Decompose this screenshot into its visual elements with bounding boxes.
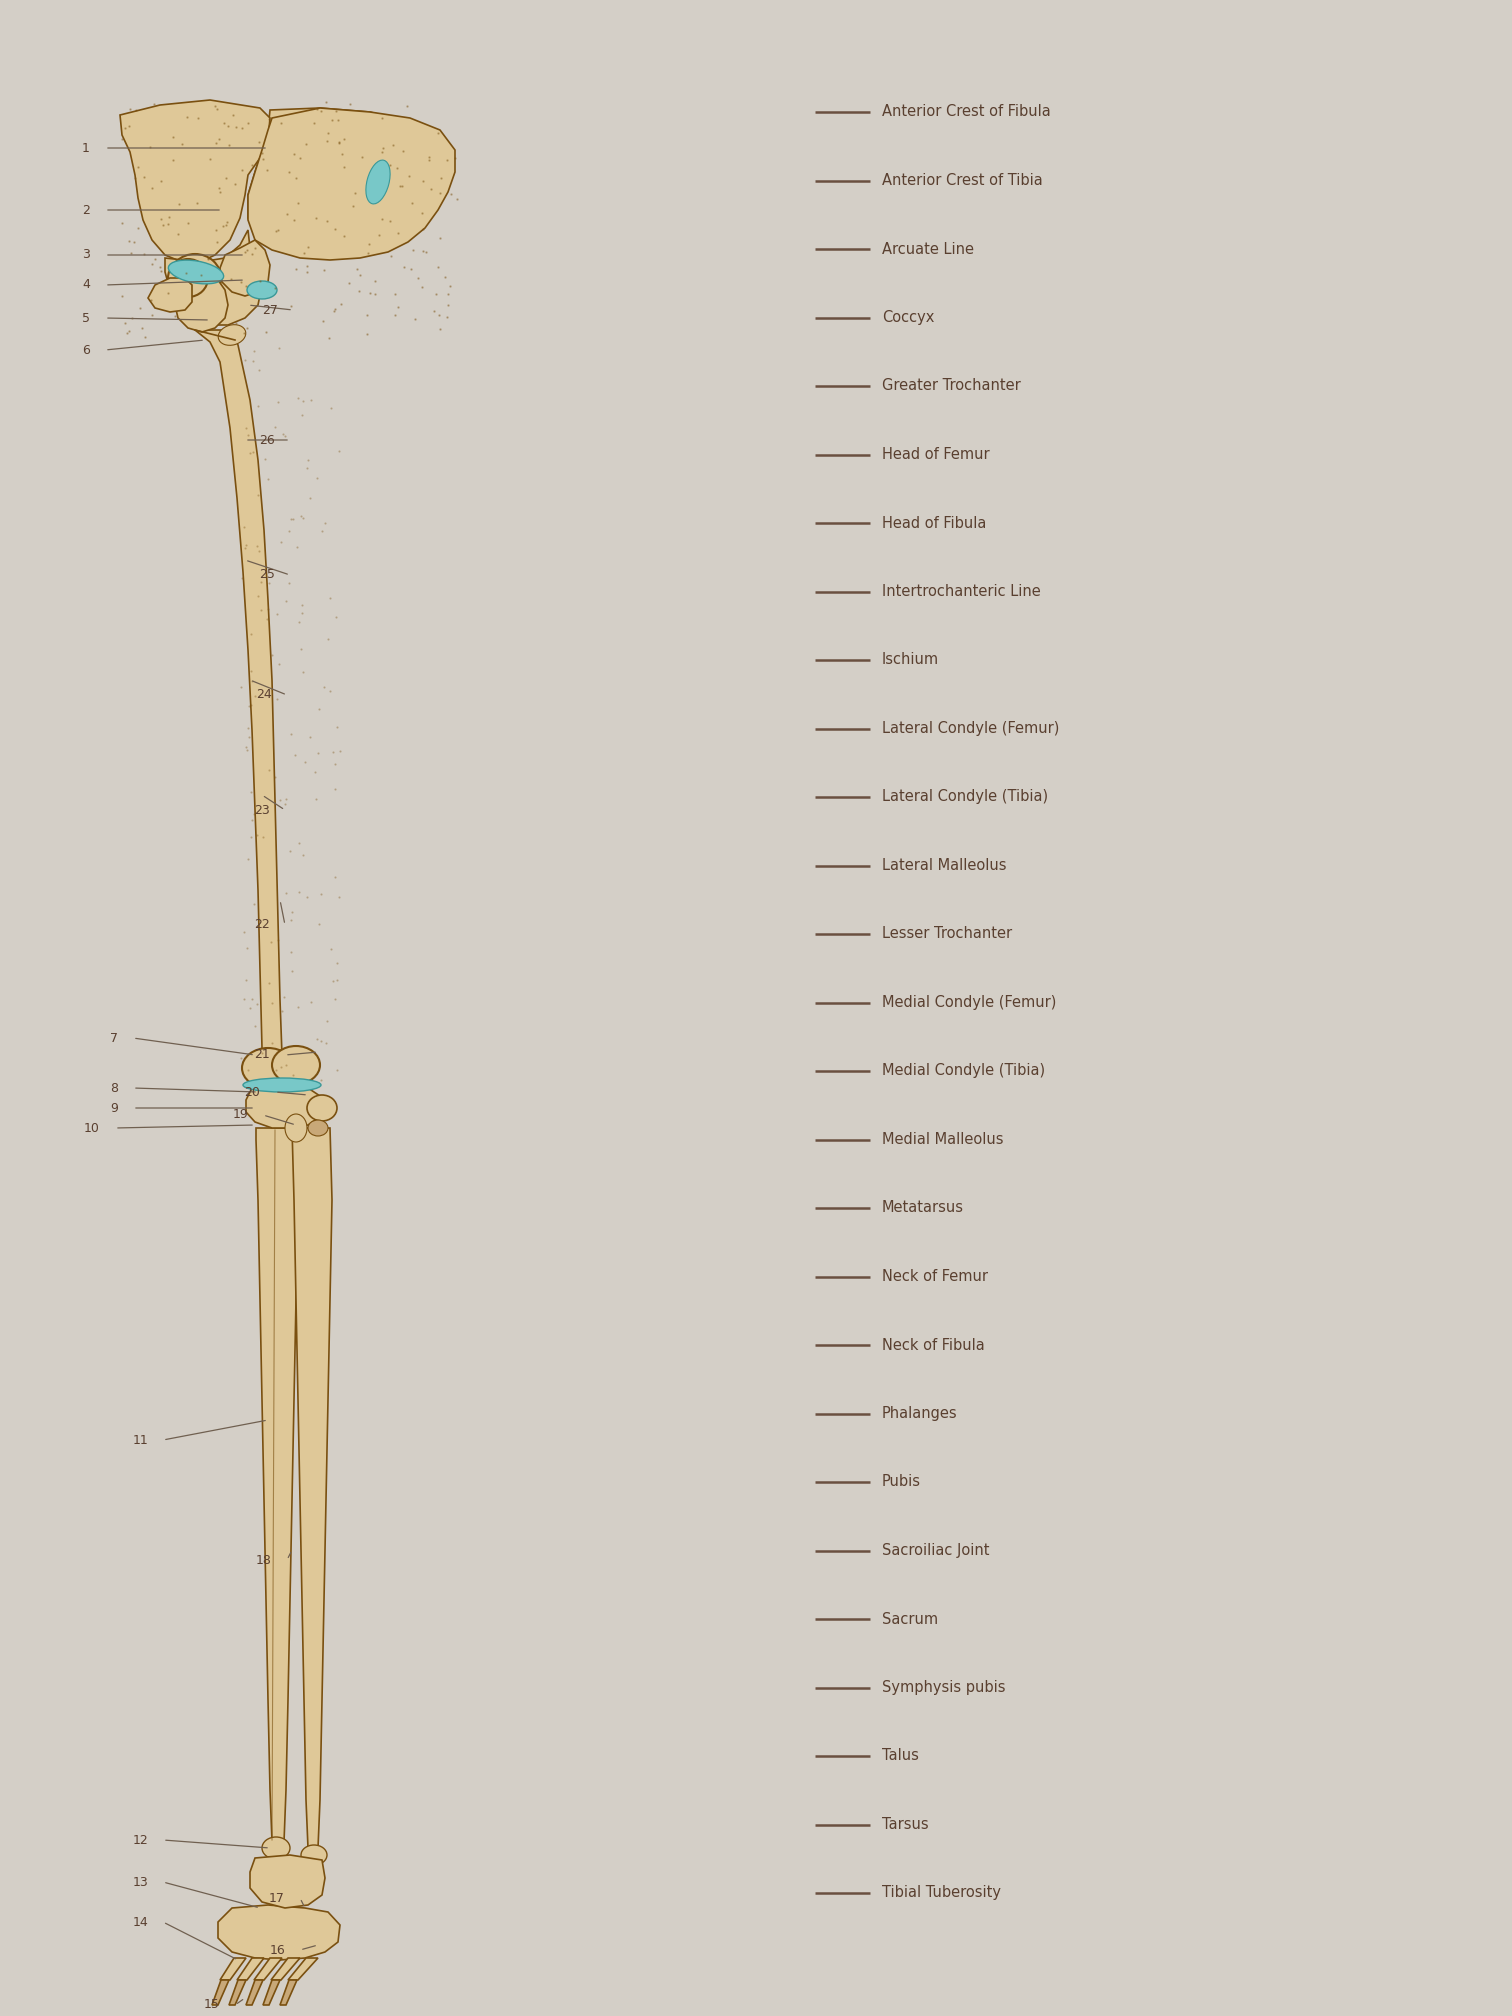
Text: Anterior Crest of Tibia: Anterior Crest of Tibia (881, 173, 1043, 187)
Text: 26: 26 (259, 433, 275, 446)
Text: Tibial Tuberosity: Tibial Tuberosity (881, 1885, 1001, 1901)
Text: Lateral Malleolus: Lateral Malleolus (881, 859, 1007, 873)
Polygon shape (246, 1085, 322, 1129)
Ellipse shape (308, 1121, 328, 1135)
Text: Head of Femur: Head of Femur (881, 448, 990, 462)
Text: Metatarsus: Metatarsus (881, 1200, 965, 1216)
Text: 5: 5 (82, 312, 91, 325)
Polygon shape (228, 1980, 246, 2006)
Polygon shape (280, 1980, 296, 2006)
Text: 23: 23 (254, 804, 271, 816)
Polygon shape (248, 109, 455, 260)
Text: Neck of Femur: Neck of Femur (881, 1268, 987, 1284)
Text: 12: 12 (132, 1833, 148, 1847)
Text: 25: 25 (259, 569, 275, 581)
Text: Intertrochanteric Line: Intertrochanteric Line (881, 585, 1040, 599)
Text: 4: 4 (82, 278, 91, 292)
Text: 16: 16 (269, 1943, 284, 1956)
Text: Sacroiliac Joint: Sacroiliac Joint (881, 1542, 989, 1558)
Ellipse shape (246, 280, 277, 298)
Text: 3: 3 (82, 248, 91, 262)
Polygon shape (292, 1129, 333, 1849)
Text: Lesser Trochanter: Lesser Trochanter (881, 927, 1012, 941)
Polygon shape (195, 331, 283, 1064)
Polygon shape (175, 276, 228, 333)
Polygon shape (148, 278, 192, 312)
Text: 15: 15 (204, 1998, 221, 2012)
Ellipse shape (243, 1079, 321, 1093)
Text: Greater Trochanter: Greater Trochanter (881, 379, 1021, 393)
Ellipse shape (301, 1845, 327, 1865)
Text: 11: 11 (132, 1433, 148, 1447)
Polygon shape (287, 1958, 318, 1980)
Text: Lateral Condyle (Tibia): Lateral Condyle (Tibia) (881, 790, 1048, 804)
Ellipse shape (169, 254, 221, 302)
Text: 2: 2 (82, 204, 91, 216)
Text: 6: 6 (82, 343, 91, 357)
Polygon shape (221, 240, 271, 296)
Polygon shape (221, 1958, 246, 1980)
Polygon shape (165, 230, 262, 325)
Text: 21: 21 (254, 1048, 271, 1062)
Text: 9: 9 (110, 1101, 118, 1115)
Text: Talus: Talus (881, 1748, 919, 1764)
Text: 10: 10 (85, 1121, 100, 1135)
Polygon shape (248, 109, 425, 254)
Text: Lateral Condyle (Femur): Lateral Condyle (Femur) (881, 722, 1060, 736)
Text: Coccyx: Coccyx (881, 310, 934, 325)
Text: 13: 13 (132, 1875, 148, 1889)
Polygon shape (256, 1129, 299, 1843)
Text: 7: 7 (110, 1032, 118, 1044)
Text: Medial Condyle (Femur): Medial Condyle (Femur) (881, 996, 1057, 1010)
Ellipse shape (168, 258, 209, 296)
Text: 18: 18 (256, 1554, 272, 1566)
Ellipse shape (307, 1095, 337, 1121)
Ellipse shape (366, 159, 390, 204)
Text: Sacrum: Sacrum (881, 1611, 937, 1627)
Ellipse shape (284, 1115, 307, 1141)
Text: 1: 1 (82, 141, 91, 155)
Text: Anterior Crest of Fibula: Anterior Crest of Fibula (881, 105, 1051, 119)
Text: Symphysis pubis: Symphysis pubis (881, 1679, 1005, 1695)
Polygon shape (119, 101, 271, 262)
Text: 17: 17 (269, 1891, 284, 1905)
Polygon shape (237, 1958, 265, 1980)
Ellipse shape (272, 1046, 321, 1085)
Text: Head of Fibula: Head of Fibula (881, 516, 986, 530)
Polygon shape (249, 1855, 325, 1907)
Text: 24: 24 (256, 689, 272, 702)
Text: Phalanges: Phalanges (881, 1405, 957, 1421)
Text: 8: 8 (110, 1081, 118, 1095)
Text: Pubis: Pubis (881, 1474, 921, 1490)
Text: Arcuate Line: Arcuate Line (881, 242, 974, 256)
Polygon shape (254, 1958, 283, 1980)
Polygon shape (271, 1958, 299, 1980)
Ellipse shape (262, 1837, 290, 1859)
Polygon shape (246, 1980, 263, 2006)
Text: 14: 14 (132, 1915, 148, 1929)
Text: Tarsus: Tarsus (881, 1816, 928, 1833)
Text: 20: 20 (243, 1085, 260, 1099)
Polygon shape (212, 1980, 228, 2006)
Text: 22: 22 (254, 919, 271, 931)
Text: Ischium: Ischium (881, 653, 939, 667)
Text: Medial Condyle (Tibia): Medial Condyle (Tibia) (881, 1064, 1045, 1079)
Ellipse shape (218, 325, 246, 345)
Text: 19: 19 (233, 1109, 248, 1121)
Ellipse shape (242, 1048, 293, 1089)
Text: Neck of Fibula: Neck of Fibula (881, 1337, 984, 1353)
Text: 27: 27 (262, 304, 278, 317)
Text: Medial Malleolus: Medial Malleolus (881, 1133, 1004, 1147)
Polygon shape (218, 1905, 340, 1960)
Polygon shape (263, 1980, 280, 2006)
Ellipse shape (168, 260, 224, 284)
